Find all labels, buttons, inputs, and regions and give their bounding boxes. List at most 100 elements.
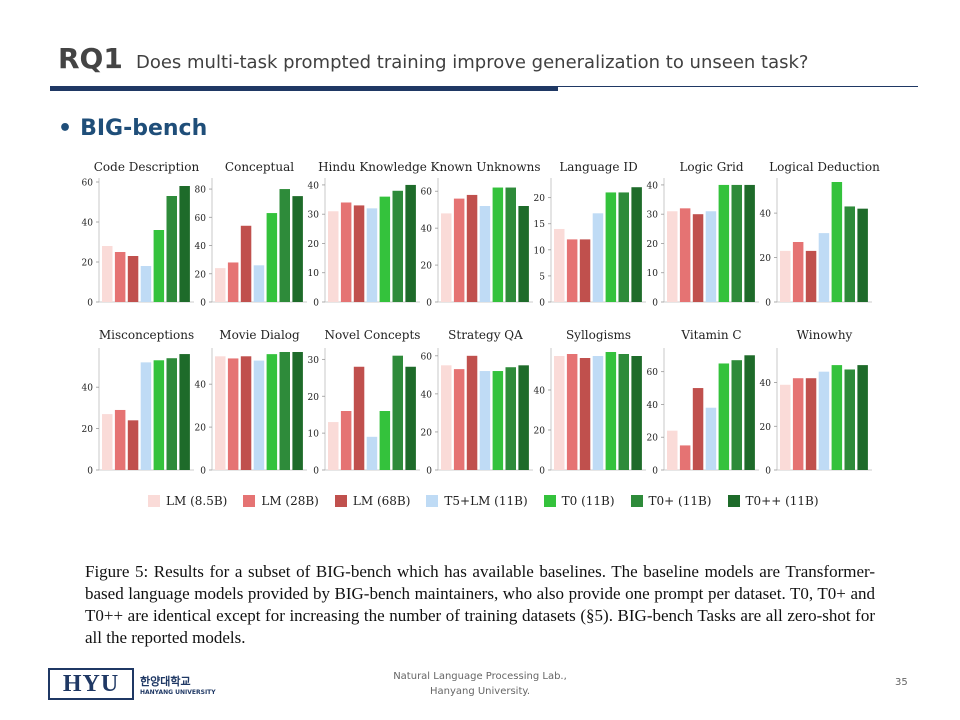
bar — [857, 208, 868, 302]
bar — [718, 184, 730, 302]
y-tick-label: 0 — [87, 467, 93, 477]
figure-caption: Figure 5: Results for a subset of BIG-be… — [85, 562, 875, 647]
bar — [227, 358, 239, 470]
bar — [392, 355, 403, 470]
logo-korean-name: 한양대학교 — [140, 674, 191, 688]
y-tick-label: 40 — [308, 181, 320, 191]
y-tick-label: 40 — [421, 390, 433, 400]
y-tick-label: 0 — [765, 299, 771, 309]
y-tick-label: 80 — [195, 186, 207, 196]
y-tick-label: 0 — [539, 299, 545, 309]
legend-swatch — [243, 495, 256, 507]
bar — [253, 360, 265, 470]
bar — [292, 196, 303, 302]
bar — [215, 356, 226, 470]
y-tick-label: 40 — [421, 225, 433, 235]
chart-title: Language ID — [559, 160, 637, 174]
legend-item: T0 (11B) — [543, 494, 615, 508]
legend-item: LM (68B) — [334, 494, 411, 508]
bar — [405, 184, 416, 302]
y-tick-label: 20 — [82, 425, 94, 435]
legend-label: T0+ (11B) — [648, 494, 712, 508]
y-tick-label: 10 — [534, 246, 546, 256]
bar — [266, 354, 278, 470]
bar — [792, 242, 804, 302]
y-tick-label: 60 — [421, 352, 433, 362]
bar — [328, 422, 339, 470]
bar — [679, 445, 691, 470]
y-tick-label: 60 — [421, 188, 433, 198]
legend-label: LM (8.5B) — [166, 494, 228, 508]
legend-label: LM (68B) — [352, 494, 411, 508]
chart-panel: Novel Concepts 0 10 20 30 — [308, 328, 421, 477]
bar — [857, 365, 868, 470]
logo-wordmark: 한양대학교 HANYANG UNIVERSITY — [140, 673, 216, 696]
legend-swatch — [630, 495, 643, 507]
logo-mark: HYU — [48, 668, 134, 700]
y-tick-label: 30 — [308, 211, 320, 221]
y-tick-label: 0 — [313, 299, 319, 309]
bar — [379, 196, 391, 302]
bar — [279, 352, 290, 470]
y-tick-label: 20 — [760, 254, 772, 264]
bar — [667, 211, 678, 302]
bar — [479, 371, 491, 470]
bar — [505, 367, 516, 470]
research-question: Does multi-task prompted training improv… — [135, 52, 809, 73]
chart-title: Known Unknowns — [431, 160, 541, 174]
bar — [441, 213, 452, 302]
chart-panel: Movie Dialog 0 20 40 — [195, 328, 307, 477]
bar — [405, 366, 416, 470]
chart-panel: Conceptual 0 20 40 60 80 — [195, 160, 307, 309]
bar — [744, 355, 755, 470]
bar — [328, 211, 339, 302]
bar — [479, 206, 491, 302]
bar — [805, 250, 817, 302]
y-tick-label: 0 — [87, 299, 93, 309]
bar — [114, 252, 126, 302]
bar — [844, 369, 855, 470]
chart-panel: Syllogisms 0 20 40 — [534, 328, 646, 477]
bar — [102, 414, 113, 470]
chart-title: Hindu Knowledge — [318, 160, 427, 174]
bar — [127, 256, 139, 302]
bar — [618, 354, 629, 470]
legend-label: LM (28B) — [261, 494, 319, 508]
chart-title: Movie Dialog — [219, 328, 300, 342]
bar — [366, 436, 378, 470]
chart-panel: Language ID 0 5 10 15 20 — [534, 160, 646, 309]
bar — [102, 246, 113, 302]
bar — [366, 208, 378, 302]
chart-legend: LM (8.5B) LM (28B) LM (68B) T5+LM (11B) T0 (… — [148, 491, 848, 511]
y-tick-label: 0 — [200, 467, 206, 477]
bar — [140, 362, 152, 470]
rq-label: RQ1 — [58, 42, 123, 75]
bar — [667, 430, 678, 470]
chart-panel: Known Unknowns 0 20 40 60 — [421, 160, 541, 309]
bar — [579, 239, 591, 302]
bar — [340, 411, 352, 470]
bar — [566, 239, 578, 302]
y-tick-label: 40 — [534, 387, 546, 397]
bar — [166, 196, 177, 302]
chart-title: Conceptual — [225, 160, 294, 174]
bar — [153, 360, 165, 470]
y-tick-label: 20 — [760, 423, 772, 433]
bullet-heading: • BIG-bench — [58, 116, 207, 141]
bar — [605, 192, 617, 302]
legend-swatch — [148, 495, 160, 507]
y-tick-label: 40 — [195, 242, 207, 252]
footer-lab-line2: Hanyang University. — [429, 686, 531, 697]
y-tick-label: 20 — [421, 262, 433, 272]
chart-title: Strategy QA — [448, 328, 523, 342]
legend-item: LM (8.5B) — [148, 494, 227, 508]
bar — [466, 355, 478, 470]
bar — [518, 365, 529, 470]
page-number: 35 — [895, 677, 908, 688]
y-tick-label: 10 — [647, 269, 659, 279]
y-tick-label: 0 — [426, 467, 432, 477]
y-tick-label: 5 — [539, 272, 545, 282]
y-tick-label: 20 — [195, 270, 207, 280]
bar — [780, 250, 791, 302]
bar — [441, 365, 452, 470]
